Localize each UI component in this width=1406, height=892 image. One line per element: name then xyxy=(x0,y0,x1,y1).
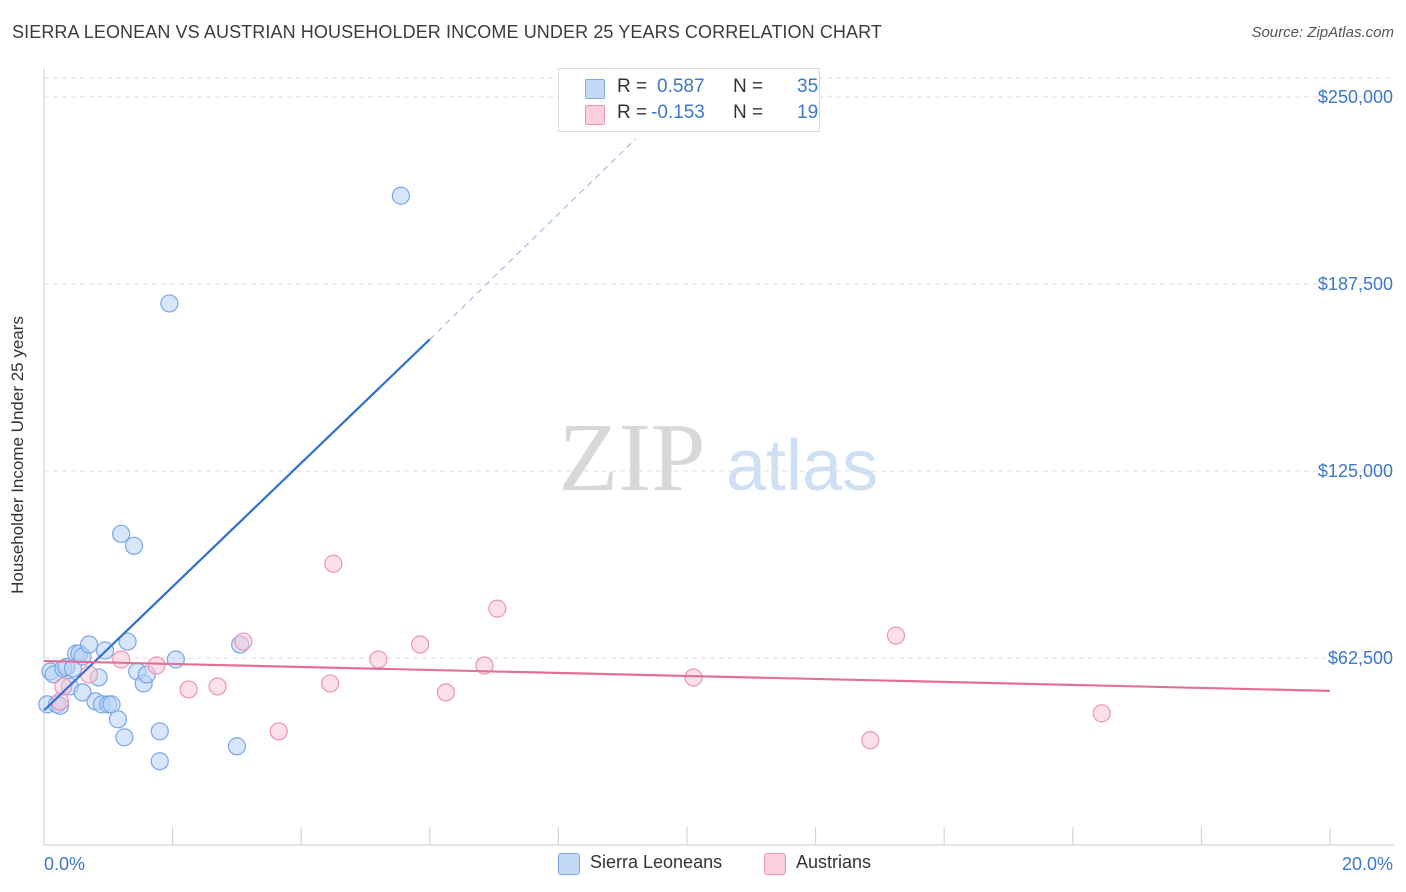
legend-r-label: R = xyxy=(617,76,648,97)
austrian-point xyxy=(369,650,388,669)
austrian-point xyxy=(234,632,253,651)
x-tick-label-min: 0.0% xyxy=(44,854,85,874)
austrian-point xyxy=(1092,704,1111,723)
sierra-leonean-point xyxy=(115,728,134,747)
austrian-point xyxy=(488,599,507,618)
austrian-point xyxy=(208,677,227,696)
sierra-leonean-trend-extension xyxy=(429,138,636,340)
austrian-point xyxy=(411,635,430,654)
chart-title: SIERRA LEONEAN VS AUSTRIAN HOUSEHOLDER I… xyxy=(12,22,882,42)
sierra-leonean-point xyxy=(102,695,121,714)
austrian-point xyxy=(112,650,131,669)
y-tick-label: $62,500 xyxy=(1328,648,1393,668)
watermark-zip: ZIP xyxy=(559,404,706,512)
sierra-leonean-point xyxy=(150,752,169,771)
legend-r-label: R = xyxy=(617,102,648,123)
austrian-point xyxy=(179,680,198,699)
sierra-leonean-point xyxy=(79,635,99,654)
legend-n-value: 35 xyxy=(797,76,819,97)
y-axis-label: Householder Income Under 25 years xyxy=(8,316,27,594)
austrian-point xyxy=(684,668,703,687)
austrian-point xyxy=(475,656,494,675)
austrian-point xyxy=(147,656,166,675)
austrian-point xyxy=(54,677,73,696)
austrian-point xyxy=(324,554,343,573)
points-layer xyxy=(38,186,1111,771)
grid-layer xyxy=(44,77,1394,659)
source-label: Source: ZipAtlas.com xyxy=(1251,24,1394,41)
tick-labels: $62,500 $125,000 $187,500 $250,000 0.0% 20.0% xyxy=(44,87,1393,874)
austrian-point xyxy=(436,683,455,702)
sierra-leonean-point xyxy=(166,650,185,669)
sierra-leonean-point xyxy=(391,186,410,205)
legend-r-value: -0.153 xyxy=(651,102,705,123)
sierra-leonean-point xyxy=(112,524,131,543)
austrian-point xyxy=(861,731,880,750)
austrian-point xyxy=(321,674,340,693)
bottom-legend-label: Sierra Leoneans xyxy=(590,852,723,872)
sierra-leonean-point xyxy=(108,710,128,729)
sierra-leonean-point xyxy=(160,294,179,313)
watermark: ZIP atlas xyxy=(559,404,879,512)
legend-r-value: 0.587 xyxy=(657,76,705,97)
legend-n-value: 19 xyxy=(797,102,819,123)
bottom-legend-swatch-pink xyxy=(764,853,786,875)
correlation-legend: R = 0.587 N = 35 R = -0.153 N = 19 xyxy=(558,68,820,132)
sierra-leonean-point xyxy=(227,737,246,756)
axes-layer xyxy=(43,68,1394,846)
sierra-leonean-point xyxy=(73,683,92,702)
bottom-legend-label: Austrians xyxy=(796,852,872,872)
sierra-leonean-point xyxy=(124,536,144,555)
austrian-point xyxy=(269,722,288,741)
y-tick-label: $125,000 xyxy=(1318,461,1393,481)
austrian-trend-line xyxy=(43,659,1331,693)
trend-layer xyxy=(43,138,1331,712)
legend-swatch-pink xyxy=(585,105,605,125)
x-tick-label-max: 20.0% xyxy=(1342,854,1393,874)
y-tick-label: $250,000 xyxy=(1318,87,1393,107)
legend-n-label: N = xyxy=(733,102,764,123)
austrian-point xyxy=(886,626,906,645)
sierra-leonean-point xyxy=(118,632,137,651)
bottom-legend-swatch-blue xyxy=(558,853,580,875)
y-tick-label: $187,500 xyxy=(1318,274,1393,294)
legend-swatch-blue xyxy=(585,79,605,99)
sierra-leonean-trend-line xyxy=(43,338,431,712)
watermark-atlas: atlas xyxy=(726,426,878,506)
legend-n-label: N = xyxy=(733,76,764,97)
sierra-leonean-point xyxy=(150,722,169,741)
